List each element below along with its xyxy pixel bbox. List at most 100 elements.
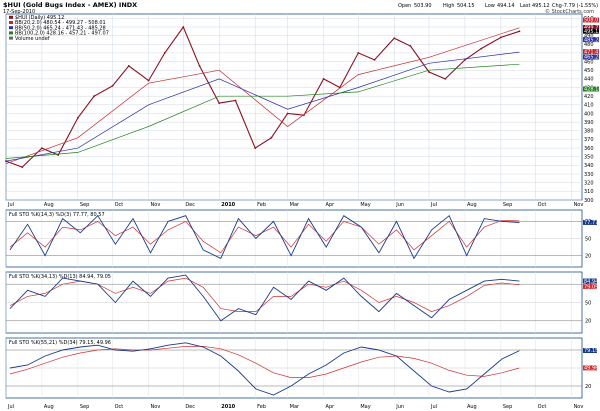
legend-swatch xyxy=(9,36,13,40)
price-point xyxy=(21,166,24,169)
month-tick-label: Apr xyxy=(326,202,336,208)
stoch-tick-label: 20 xyxy=(585,319,591,325)
month-tick-label: May xyxy=(360,404,370,410)
stoch-legend: Full STO %K(34,13) %D(13) 84.94, 79.05 xyxy=(9,274,111,280)
month-tick-label: May xyxy=(360,202,370,208)
stoch-tick-label: 20 xyxy=(585,253,591,259)
price-marker-box xyxy=(583,28,599,34)
price-point xyxy=(93,95,95,98)
legend-entry: BB(20,2.0) 480.54 - 499.27 - 508.01 xyxy=(15,20,106,26)
month-axis-top: Jul Aug Sep Oct Nov Dec 2010 Feb Mar Apr May Jun Jul… xyxy=(7,202,583,208)
price-point xyxy=(163,52,166,54)
month-tick-label: Aug xyxy=(44,404,54,410)
price-point xyxy=(409,45,412,47)
stoch-panel-medium: 805020Full STO %K(34,13) %D(13) 84.94, 7… xyxy=(5,271,598,334)
price-point xyxy=(218,102,221,105)
price-series-group xyxy=(5,25,521,169)
month-tick-label: Oct xyxy=(538,202,547,208)
month-tick-label: Oct xyxy=(115,202,124,208)
price-point xyxy=(286,112,289,115)
price-marker-label: 508.01 xyxy=(584,18,600,24)
price-tick-label: 420 xyxy=(584,94,594,100)
month-tick-label: Jun xyxy=(395,202,404,208)
price-marker-box xyxy=(583,37,599,43)
price-point xyxy=(198,65,201,67)
stoch-d-marker xyxy=(583,284,597,290)
month-tick-label: Jul xyxy=(430,404,437,410)
month-tick-label: Sep xyxy=(80,202,89,208)
month-tick-label: Dec xyxy=(185,404,195,410)
price-point xyxy=(357,52,360,54)
month-tick-label: Jul xyxy=(7,404,14,410)
price-point xyxy=(373,58,376,61)
month-tick-label: Sep xyxy=(503,202,512,208)
legend-entry: $HUI (Daily) 495.12 xyxy=(15,15,64,21)
month-tick-label: Dec xyxy=(185,202,195,208)
stoch-d-marker-label: 79.05 xyxy=(584,284,598,290)
price-tick-label: 320 xyxy=(584,180,594,186)
stoch-panel-fast: 805020Full STO %K(14,3) %D(3) 77.77, 80.… xyxy=(5,209,598,268)
price-tick-label: 440 xyxy=(584,77,594,83)
month-tick-label: Sep xyxy=(503,404,512,410)
stoch-k-line xyxy=(9,214,520,260)
month-tick-label: Feb xyxy=(257,202,266,208)
price-point xyxy=(147,79,150,82)
price-tick-label: 330 xyxy=(584,172,594,178)
credit-text: © StockCharts.com xyxy=(545,8,594,15)
price-point xyxy=(270,136,273,139)
chg-value: -7.79 (-1.55%) xyxy=(562,3,598,9)
stoch-tick-label: 20 xyxy=(585,384,591,390)
open-value: 503.90 xyxy=(414,3,432,9)
price-tick-label: 400 xyxy=(584,111,594,117)
price-marker-box xyxy=(583,17,599,23)
price-point xyxy=(444,77,447,80)
price-point xyxy=(111,84,114,87)
price-point xyxy=(428,71,430,73)
stoch-legend: Full STO %K(55,21) %D(34) 79.15, 49.96 xyxy=(9,340,111,346)
price-marker-box xyxy=(583,24,599,30)
stoch-d-line xyxy=(9,219,520,254)
price-point xyxy=(499,36,502,39)
price-marker-label: 485.28 xyxy=(584,37,600,43)
price-point xyxy=(57,154,60,156)
month-tick-label: Aug xyxy=(467,202,477,208)
month-tick-label: Apr xyxy=(326,404,336,410)
price-tick-label: 480 xyxy=(584,42,594,48)
month-tick-label: Nov xyxy=(151,404,161,410)
price-point xyxy=(127,65,130,67)
price-marker-box xyxy=(583,54,599,60)
stoch-k-line xyxy=(9,274,520,322)
chart-title: $HUI (Gold Bugs Index - AMEX) INDX xyxy=(3,1,137,9)
month-tick-label: Jul xyxy=(430,202,437,208)
stoch-d-line xyxy=(9,346,520,378)
price-point xyxy=(518,30,521,33)
price-marker-box xyxy=(583,86,599,92)
month-tick-label: Jun xyxy=(395,404,404,410)
price-marker-label: 471.43 xyxy=(584,49,600,55)
month-tick-label: Nov xyxy=(574,404,584,410)
stoch-panel-slow: 805020Full STO %K(55,21) %D(34) 79.15, 4… xyxy=(5,337,598,399)
legend-swatch xyxy=(9,21,13,24)
price-point xyxy=(322,77,325,80)
stoch-k-marker xyxy=(583,219,597,225)
price-point xyxy=(41,147,43,149)
stoch-tick-label: 50 xyxy=(585,300,591,306)
month-tick-label: Mar xyxy=(290,202,300,208)
chg-label: Chg xyxy=(552,3,562,9)
last-value: 495.12 xyxy=(532,3,550,9)
month-tick-label: Feb xyxy=(257,404,266,410)
month-tick-label: Oct xyxy=(115,404,124,410)
month-tick-label: Sep xyxy=(80,404,89,410)
stoch-d-marker xyxy=(583,365,597,371)
price-tick-label: 380 xyxy=(584,129,594,135)
price-tick-label: 300 xyxy=(584,198,594,204)
band-midline xyxy=(5,27,520,165)
price-line xyxy=(5,25,520,168)
legend-swatch xyxy=(9,15,13,19)
stoch-k-marker-label: 84.94 xyxy=(584,279,598,285)
legend-entry: BB(100,2.0) 428.16 - 457.21 - 497.07 xyxy=(15,31,109,37)
